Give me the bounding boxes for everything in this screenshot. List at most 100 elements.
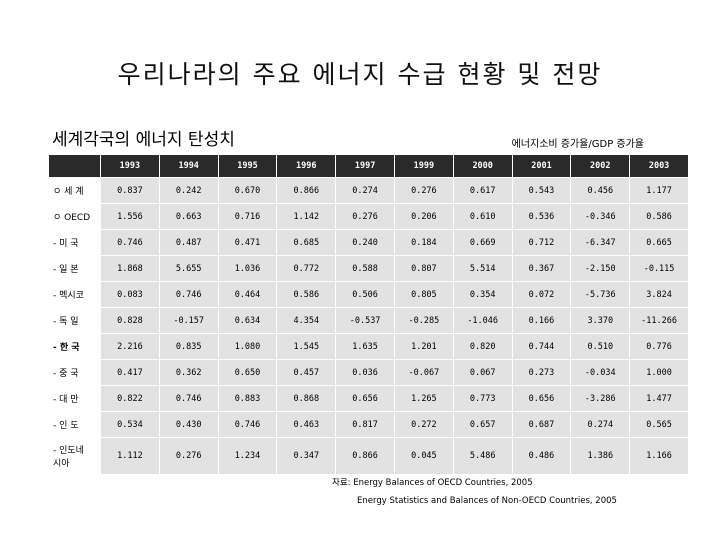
table-cell: 0.868 — [276, 385, 337, 412]
table-cell: -3.286 — [570, 385, 631, 412]
table-cell: 0.184 — [393, 229, 454, 256]
year-header: 1999 — [393, 154, 454, 178]
table-cell: -11.266 — [629, 307, 689, 334]
table-body: ㅇ 세 계 0.837 0.242 0.670 0.866 0.274 0.276 0.617… — [48, 177, 689, 475]
table-cell: 0.656 — [335, 385, 395, 412]
table-cell: 1.036 — [217, 255, 278, 282]
table-cell: 0.822 — [100, 385, 160, 412]
table-cell: 0.276 — [158, 437, 219, 475]
table-cell: 0.828 — [100, 307, 160, 334]
table-cell: 0.083 — [100, 281, 160, 308]
table-cell: 0.273 — [511, 359, 572, 386]
table-cell: 0.817 — [335, 411, 395, 438]
table-cell: 0.669 — [452, 229, 513, 256]
table-cell: 0.166 — [511, 307, 572, 334]
unit-note: 에너지소비 증가율/GDP 증가율 — [511, 139, 644, 150]
table-cell: 0.776 — [629, 333, 689, 360]
table-cell: 0.534 — [100, 411, 160, 438]
table-cell: 0.617 — [452, 177, 513, 204]
table-cell: 0.206 — [393, 203, 454, 230]
table-cell: 0.746 — [217, 411, 278, 438]
table-cell: -6.347 — [570, 229, 631, 256]
table-cell: 0.820 — [452, 333, 513, 360]
year-header: 1994 — [158, 154, 219, 178]
table-cell: 3.370 — [570, 307, 631, 334]
table-cell: -0.285 — [393, 307, 454, 334]
table-cell: 0.663 — [158, 203, 219, 230]
table-cell: 4.354 — [276, 307, 337, 334]
table-cell: 0.367 — [511, 255, 572, 282]
table-cell: 1.545 — [276, 333, 337, 360]
table-cell: 0.486 — [511, 437, 572, 475]
table-cell: 0.837 — [100, 177, 160, 204]
source-line-1: 자료: Energy Balances of OECD Countries, 2… — [332, 478, 533, 488]
table-row: - 미 국 0.746 0.487 0.471 0.685 0.240 0.184 0.669… — [48, 229, 689, 256]
year-header: 1997 — [335, 154, 395, 178]
table-row: ㅇ 세 계 0.837 0.242 0.670 0.866 0.274 0.276 0.617… — [48, 177, 689, 204]
table-cell: 0.835 — [158, 333, 219, 360]
table-cell: 1.000 — [629, 359, 689, 386]
source-line-2: Energy Statistics and Balances of Non-OE… — [357, 496, 617, 506]
table-cell: 3.824 — [629, 281, 689, 308]
table-cell: 0.463 — [276, 411, 337, 438]
table-cell: 0.670 — [217, 177, 278, 204]
row-label: - 인도네 시아 — [48, 437, 101, 475]
table-cell: 0.657 — [452, 411, 513, 438]
table-cell: 1.868 — [100, 255, 160, 282]
table-cell: 0.487 — [158, 229, 219, 256]
table-cell: 0.240 — [335, 229, 395, 256]
row-label: - 미 국 — [48, 229, 101, 256]
table-cell: 0.586 — [276, 281, 337, 308]
table-cell: 0.456 — [570, 177, 631, 204]
table-cell: 0.045 — [393, 437, 454, 475]
table-cell: -5.736 — [570, 281, 631, 308]
table-cell: 0.634 — [217, 307, 278, 334]
row-label: - 대 만 — [48, 385, 101, 412]
table-cell: 1.166 — [629, 437, 689, 475]
table-cell: 0.650 — [217, 359, 278, 386]
table-cell: -0.115 — [629, 255, 689, 282]
table-cell: 1.477 — [629, 385, 689, 412]
table-cell: 0.610 — [452, 203, 513, 230]
table-cell: -0.537 — [335, 307, 395, 334]
table-cell: 1.080 — [217, 333, 278, 360]
table-cell: 0.464 — [217, 281, 278, 308]
row-label: - 중 국 — [48, 359, 101, 386]
table-cell: 0.716 — [217, 203, 278, 230]
table-cell: 1.556 — [100, 203, 160, 230]
table-cell: 2.216 — [100, 333, 160, 360]
table-cell: 0.072 — [511, 281, 572, 308]
table-cell: 0.354 — [452, 281, 513, 308]
year-header: 2003 — [629, 154, 689, 178]
table-cell: 0.744 — [511, 333, 572, 360]
table-cell: 1.112 — [100, 437, 160, 475]
table-cell: 1.177 — [629, 177, 689, 204]
table-cell: 0.665 — [629, 229, 689, 256]
year-header: 2000 — [452, 154, 513, 178]
year-header: 1996 — [276, 154, 337, 178]
year-header: 1995 — [217, 154, 278, 178]
table-cell: 0.656 — [511, 385, 572, 412]
table-cell: 0.712 — [511, 229, 572, 256]
table-cell: -1.046 — [452, 307, 513, 334]
row-label: ㅇ 세 계 — [48, 177, 101, 204]
table-row: - 멕시코 0.083 0.746 0.464 0.586 0.506 0.805 0.354… — [48, 281, 689, 308]
table-cell: 0.506 — [335, 281, 395, 308]
source-note: 자료: Energy Balances of OECD Countries, 2… — [332, 474, 617, 510]
row-label: - 독 일 — [48, 307, 101, 334]
table-cell: 0.746 — [158, 385, 219, 412]
table-cell: 1.234 — [217, 437, 278, 475]
table-cell: 0.276 — [335, 203, 395, 230]
table-cell: 0.347 — [276, 437, 337, 475]
table-cell: 0.883 — [217, 385, 278, 412]
table-cell: 0.866 — [276, 177, 337, 204]
row-label: - 일 본 — [48, 255, 101, 282]
table-cell: 0.274 — [335, 177, 395, 204]
table-cell: 0.773 — [452, 385, 513, 412]
table-cell: 1.635 — [335, 333, 395, 360]
table-cell: 0.805 — [393, 281, 454, 308]
table-cell: 5.514 — [452, 255, 513, 282]
table-row: ㅇ OECD 1.556 0.663 0.716 1.142 0.276 0.206 0.61… — [48, 203, 689, 230]
table-cell: -0.157 — [158, 307, 219, 334]
table-cell: 0.685 — [276, 229, 337, 256]
